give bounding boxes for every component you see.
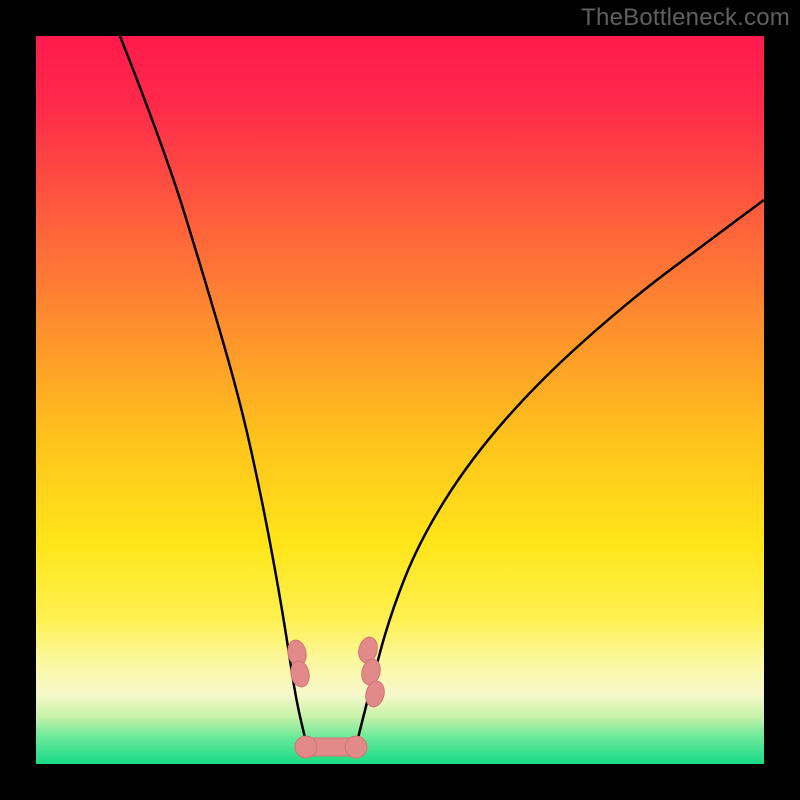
chart-container: TheBottleneck.com: [0, 0, 800, 800]
watermark-label: TheBottleneck.com: [581, 4, 790, 32]
chart-svg: [0, 0, 800, 800]
bead-marker: [295, 736, 317, 758]
plot-gradient: [36, 36, 764, 764]
bead-marker: [345, 736, 367, 758]
